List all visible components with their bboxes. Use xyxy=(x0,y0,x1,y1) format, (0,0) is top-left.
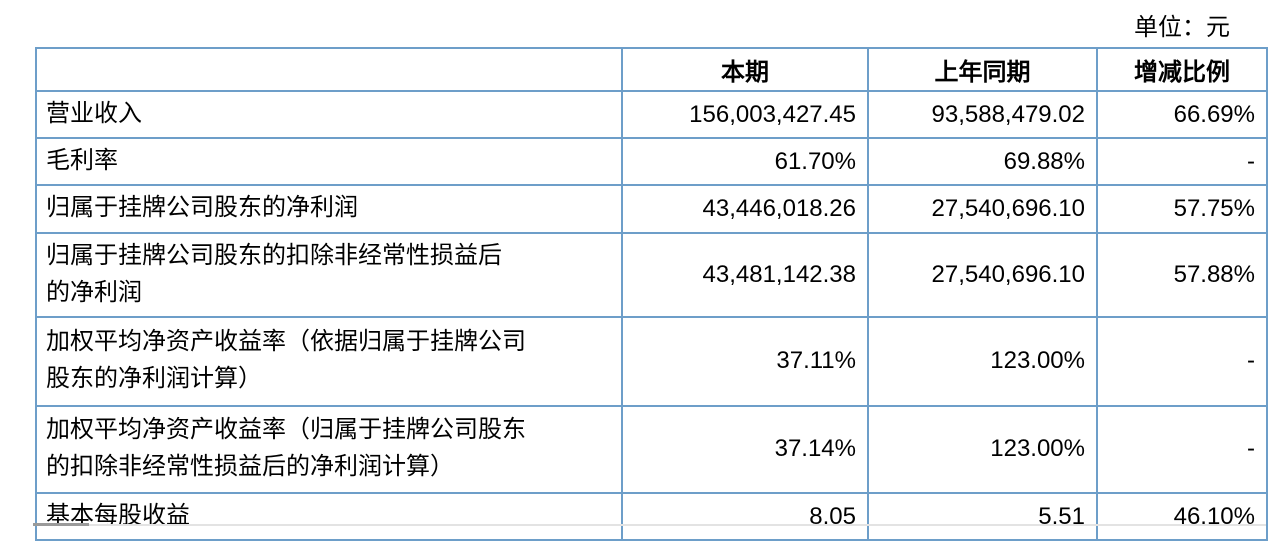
table-row-net-profit-excl-nonrecurring: 归属于挂牌公司股东的扣除非经常性损益后 的净利润 43,481,142.38 2… xyxy=(35,231,1268,318)
row-label: 加权平均净资产收益率（依据归属于挂牌公司 股东的净利润计算） xyxy=(35,315,623,407)
cell-prior: 123.00% xyxy=(867,315,1098,407)
cell-current: 61.70% xyxy=(621,137,869,187)
row-label: 毛利率 xyxy=(35,137,623,187)
row-label: 归属于挂牌公司股东的扣除非经常性损益后 的净利润 xyxy=(35,231,623,318)
row-label: 归属于挂牌公司股东的净利润 xyxy=(35,184,623,234)
page-bottom-divider xyxy=(33,524,1266,526)
row-label: 营业收入 xyxy=(35,89,623,140)
unit-label: 单位：元 xyxy=(1134,15,1230,41)
cell-change: 46.10% xyxy=(1096,491,1268,541)
table-row-net-profit: 归属于挂牌公司股东的净利润 43,446,018.26 27,540,696.1… xyxy=(35,184,1268,234)
financial-summary-table: 本期 上年同期 增减比例 营业收入 156,003,427.45 93,588,… xyxy=(35,47,1268,541)
header-blank xyxy=(35,47,623,92)
header-row: 本期 上年同期 增减比例 xyxy=(35,47,1268,92)
cell-prior: 27,540,696.10 xyxy=(867,231,1098,318)
table-row-weighted-avg-roe-excl-nonrecurring: 加权平均净资产收益率（归属于挂牌公司股东 的扣除非经常性损益后的净利润计算） 3… xyxy=(35,404,1268,494)
header-change-ratio: 增减比例 xyxy=(1096,47,1268,92)
cell-prior: 27,540,696.10 xyxy=(867,184,1098,234)
row-label: 加权平均净资产收益率（归属于挂牌公司股东 的扣除非经常性损益后的净利润计算） xyxy=(35,404,623,494)
header-current-period: 本期 xyxy=(621,47,869,92)
cell-change: - xyxy=(1096,404,1268,494)
cell-current: 37.14% xyxy=(621,404,869,494)
page-bottom-divider-dark-segment xyxy=(33,523,89,526)
cell-current: 43,446,018.26 xyxy=(621,184,869,234)
cell-prior: 93,588,479.02 xyxy=(867,89,1098,140)
table-row-basic-eps: 基本每股收益 8.05 5.51 46.10% xyxy=(35,491,1268,541)
cell-change: 57.88% xyxy=(1096,231,1268,318)
cell-prior: 69.88% xyxy=(867,137,1098,187)
cell-change: - xyxy=(1096,315,1268,407)
cell-change: 66.69% xyxy=(1096,89,1268,140)
table-row-operating-revenue: 营业收入 156,003,427.45 93,588,479.02 66.69% xyxy=(35,89,1268,140)
row-label: 基本每股收益 xyxy=(35,491,623,541)
cell-current: 37.11% xyxy=(621,315,869,407)
cell-current: 8.05 xyxy=(621,491,869,541)
header-prior-period: 上年同期 xyxy=(867,47,1098,92)
table-row-gross-margin: 毛利率 61.70% 69.88% - xyxy=(35,137,1268,187)
cell-change: - xyxy=(1096,137,1268,187)
cell-prior: 123.00% xyxy=(867,404,1098,494)
cell-prior: 5.51 xyxy=(867,491,1098,541)
table-row-weighted-avg-roe: 加权平均净资产收益率（依据归属于挂牌公司 股东的净利润计算） 37.11% 12… xyxy=(35,315,1268,407)
cell-current: 43,481,142.38 xyxy=(621,231,869,318)
cell-change: 57.75% xyxy=(1096,184,1268,234)
cell-current: 156,003,427.45 xyxy=(621,89,869,140)
